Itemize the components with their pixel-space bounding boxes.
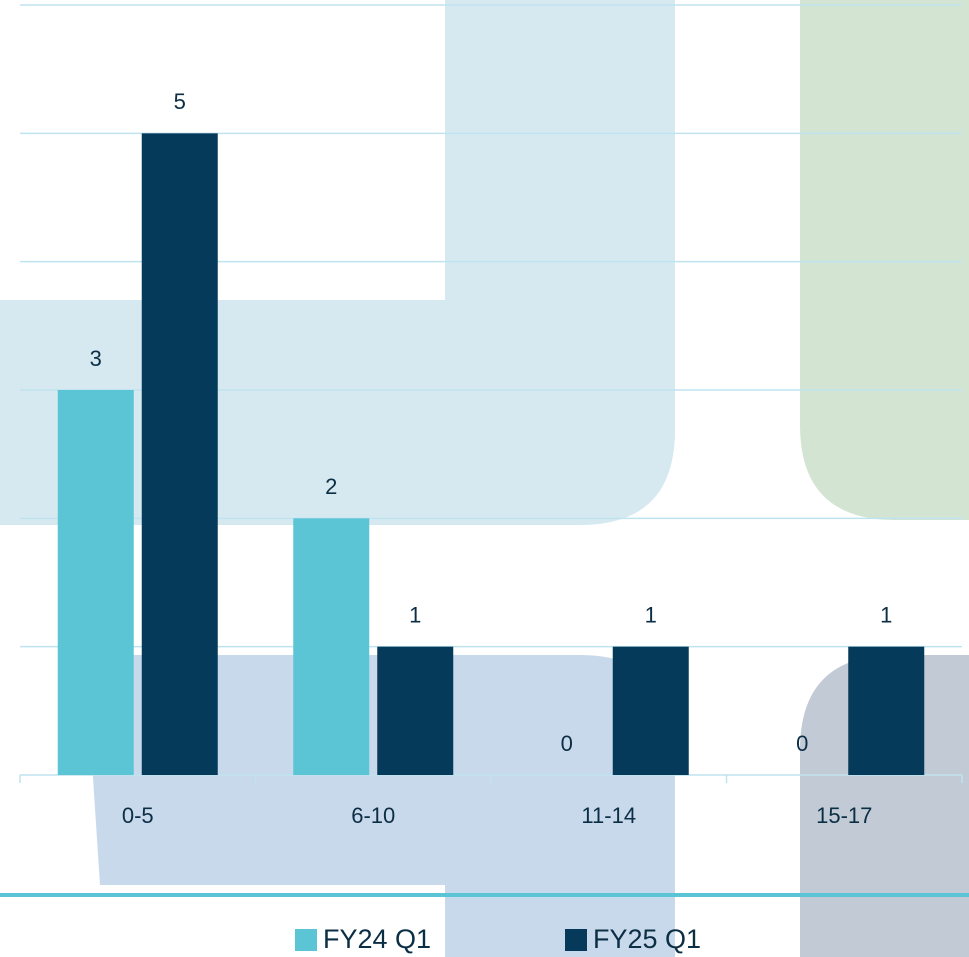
x-tick-label: 11-14 <box>581 803 636 828</box>
data-label: 1 <box>409 602 421 627</box>
bg-shape <box>800 655 969 957</box>
bar <box>293 518 370 775</box>
data-label: 1 <box>880 602 892 627</box>
data-label: 1 <box>645 602 657 627</box>
bar <box>377 646 454 775</box>
data-label: 3 <box>90 346 102 371</box>
bg-shape <box>85 655 675 957</box>
data-label: 0 <box>796 731 808 756</box>
bar <box>141 133 218 776</box>
legend-swatch <box>565 929 587 951</box>
data-label: 0 <box>561 731 573 756</box>
x-tick-label: 15-17 <box>816 803 872 828</box>
legend-swatch <box>295 929 317 951</box>
legend-label: FY24 Q1 <box>323 924 431 954</box>
x-tick-label: 6-10 <box>351 803 395 828</box>
divider <box>0 893 969 897</box>
data-label: 2 <box>325 474 337 499</box>
bar <box>57 390 134 775</box>
bar <box>848 646 925 775</box>
legend-label: FY25 Q1 <box>593 924 701 954</box>
x-tick-label: 0-5 <box>122 803 154 828</box>
bar <box>612 646 689 775</box>
bg-shape <box>800 0 969 520</box>
plot-area: 0-5 3 5 6-10 2 1 11-14 0 1 15-17 0 1 FY24 Q1 FY25 Q1 <box>19 4 963 954</box>
data-label: 5 <box>174 89 186 114</box>
